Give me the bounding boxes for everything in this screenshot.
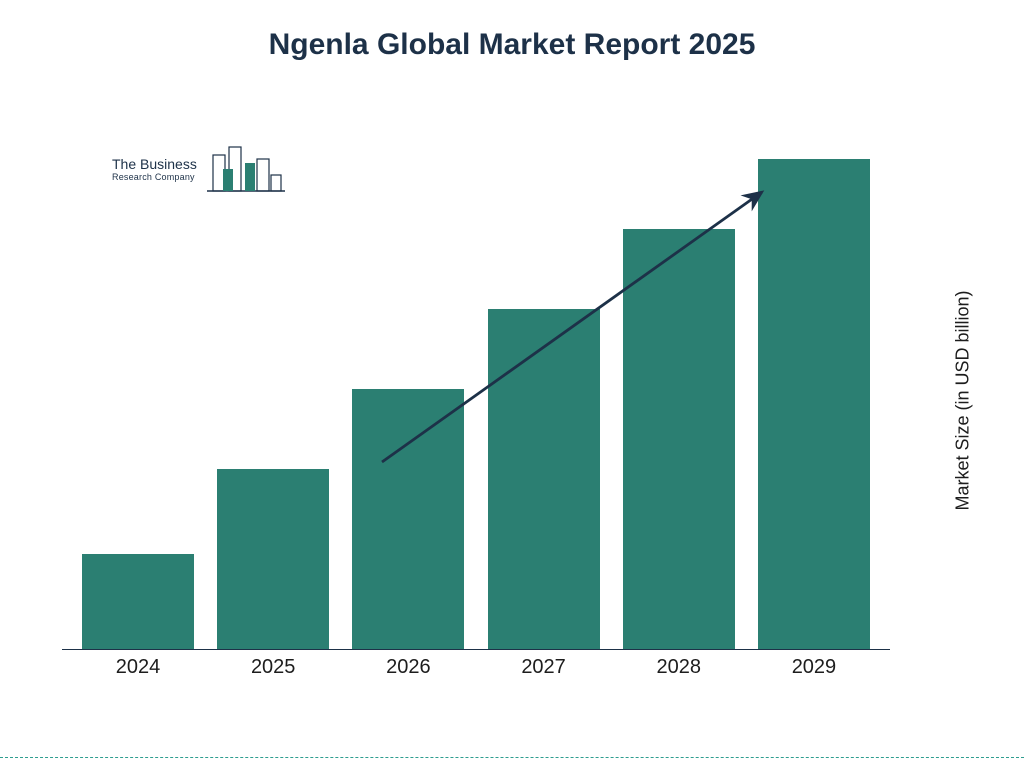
- bar: [82, 554, 194, 649]
- x-tick-label: 2024: [82, 656, 194, 679]
- bar-slot: [82, 554, 194, 649]
- chart-title: Ngenla Global Market Report 2025: [0, 28, 1024, 62]
- bars-container: [62, 149, 890, 649]
- x-tick-label: 2027: [488, 656, 600, 679]
- plot-area: [62, 150, 890, 650]
- bar: [758, 159, 870, 649]
- bar-slot: [488, 309, 600, 649]
- bar: [623, 229, 735, 649]
- bar-slot: [758, 159, 870, 649]
- x-axis-labels: 2024 2025 2026 2027 2028 2029: [62, 656, 890, 679]
- page-root: Ngenla Global Market Report 2025 The Bus…: [0, 0, 1024, 768]
- x-tick-label: 2029: [758, 656, 870, 679]
- bar: [488, 309, 600, 649]
- bar-slot: [217, 469, 329, 649]
- x-tick-label: 2028: [623, 656, 735, 679]
- bar-chart: 202420252026202720282029 Market Size (in…: [62, 150, 942, 690]
- bar: [352, 389, 464, 649]
- x-tick-label: 2026: [352, 656, 464, 679]
- footer-divider: [0, 757, 1024, 758]
- bar: [217, 469, 329, 649]
- y-axis-label: Market Size (in USD billion): [948, 150, 978, 650]
- x-tick-label: 2025: [217, 656, 329, 679]
- bar-slot: [623, 229, 735, 649]
- bar-slot: [352, 389, 464, 649]
